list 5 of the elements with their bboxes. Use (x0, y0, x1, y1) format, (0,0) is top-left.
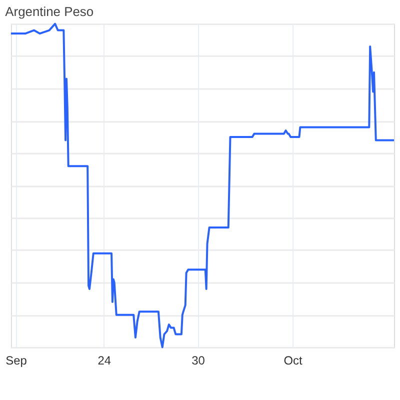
x-tick-label: 30 (192, 354, 206, 368)
x-tick-label: Sep (6, 354, 28, 368)
chart-title: Argentine Peso (5, 4, 94, 19)
x-tick-label: Oct (284, 354, 303, 368)
x-tick-label: 24 (98, 354, 112, 368)
